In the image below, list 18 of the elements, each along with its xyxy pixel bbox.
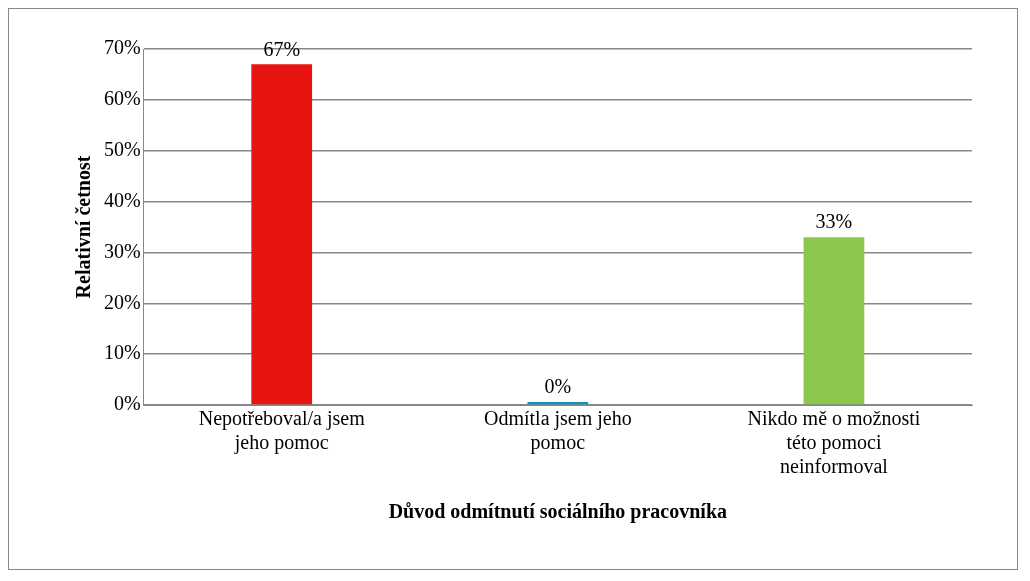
y-tick-label: 0% xyxy=(113,392,141,415)
x-tick-label: Nepotřeboval/a jsem jeho pomoc xyxy=(198,407,366,455)
y-tick-label: 40% xyxy=(103,188,141,211)
bar xyxy=(803,237,865,405)
y-axis-title: Relativní četnost xyxy=(72,155,95,299)
x-tick-label: Odmítla jsem jeho pomoc xyxy=(483,407,632,455)
x-tick-label: Nikdo mě o možnosti této pomoci neinformoval xyxy=(747,407,921,478)
data-label: 67% xyxy=(263,37,301,60)
y-tick-label: 70% xyxy=(103,36,141,59)
y-tick-label: 20% xyxy=(103,290,141,313)
y-tick-label: 10% xyxy=(103,341,141,364)
x-axis-title: Důvod odmítnutí sociálního pracovníka xyxy=(388,500,728,524)
data-label: 33% xyxy=(815,210,853,233)
y-tick-label: 50% xyxy=(103,137,141,160)
y-tick-label: 30% xyxy=(103,239,141,262)
y-tick-label: 60% xyxy=(103,87,141,110)
bar xyxy=(251,64,313,405)
data-label: 0% xyxy=(544,375,572,398)
